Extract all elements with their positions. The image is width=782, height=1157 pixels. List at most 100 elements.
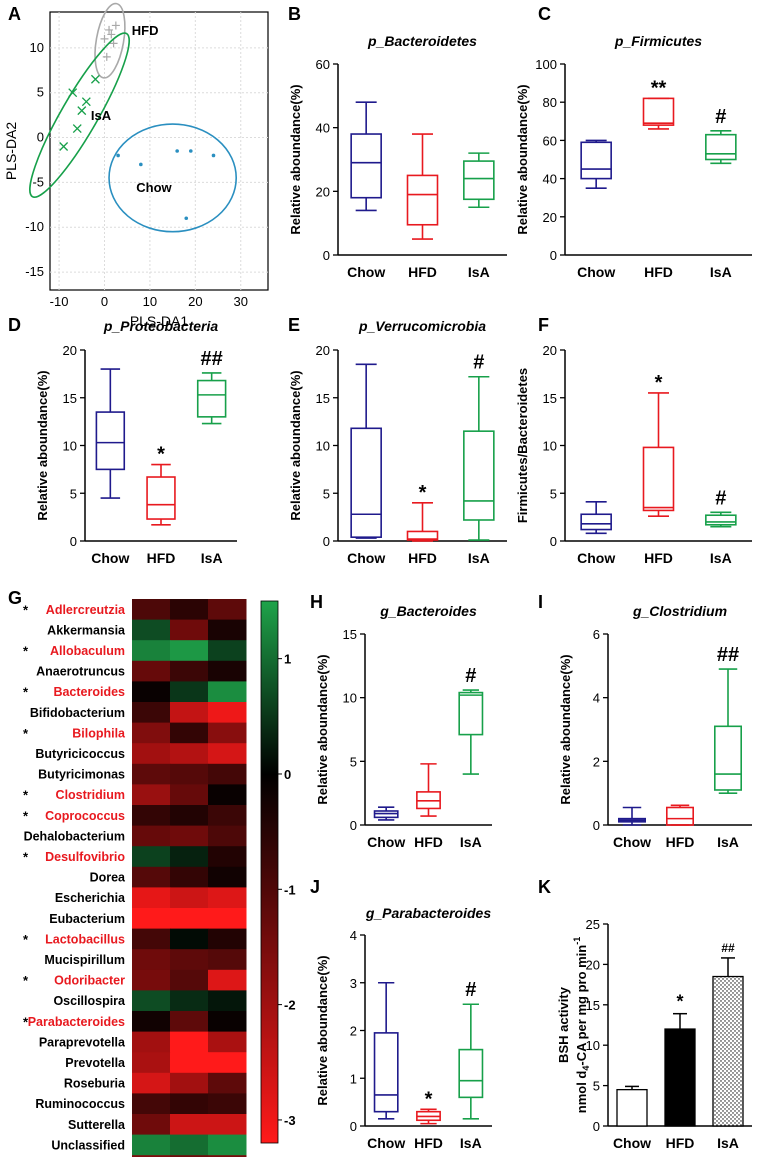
y-tick-label: 20 — [63, 343, 77, 358]
box-isa — [463, 375, 495, 541]
x-category-label: HFD — [644, 264, 673, 280]
panel-letter-e: E — [288, 315, 300, 335]
y-tick-label: 2 — [593, 754, 600, 769]
heatmap-cell — [208, 1114, 247, 1136]
point-hfd — [105, 25, 114, 34]
panel-letter-i: I — [538, 592, 543, 612]
row-label-desulfovibrio: Desulfovibrio — [45, 850, 125, 864]
box-iqr — [705, 133, 737, 161]
row-significance-mark: * — [23, 850, 29, 865]
x-axis-label: PLS-DA1 — [130, 313, 189, 329]
row-label-akkermansia: Akkermansia — [47, 623, 126, 637]
panel-letter-k: K — [538, 877, 551, 897]
heatmap-cell — [132, 743, 171, 765]
heatmap-cell — [208, 866, 247, 888]
y-tick-label: 100 — [535, 57, 557, 72]
significance-mark: ## — [721, 941, 735, 955]
point-chow — [184, 216, 189, 221]
row-label-anaerotruncus: Anaerotruncus — [36, 665, 125, 679]
panel-j-boxplot: Jg_Parabacteroides 0 1 2 3 4 Relative aboundan… — [310, 877, 492, 1151]
y-tick-label: 20 — [316, 184, 330, 199]
y-tick-label: 6 — [593, 627, 600, 642]
heatmap-cell — [132, 763, 171, 785]
heatmap-cell — [132, 599, 171, 621]
box-iqr — [642, 446, 675, 512]
box-isa — [458, 689, 484, 775]
y-tick-label: 60 — [316, 57, 330, 72]
heatmap-cell — [208, 1052, 247, 1074]
y-axis-label: Relative aboundance(%) — [288, 84, 303, 234]
point-chow — [139, 162, 143, 167]
x-category-label: IsA — [710, 264, 732, 280]
heatmap-cell — [132, 1011, 171, 1033]
row-significance-mark: * — [23, 808, 29, 823]
y-tick-label: 5 — [350, 754, 357, 769]
heatmap-cell — [170, 969, 209, 991]
heatmap-cell — [208, 969, 247, 991]
heatmap-cell — [170, 1072, 209, 1094]
y-tick-label: 10 — [586, 1038, 600, 1053]
y-axis-label: Relative aboundance(%) — [558, 654, 573, 804]
colorbar-tick-label: -1 — [284, 882, 296, 897]
heatmap-cell — [170, 640, 209, 662]
panel-title: p_Bacteroidetes — [367, 33, 477, 49]
heatmap-cell — [208, 825, 247, 847]
panel-a-plsda-scatter: A -10 0 10 20 30 10 5 0 -5 -10 -15 PLS-DA1 PLS-DA2 HFD… — [3, 2, 269, 329]
y-tick-label: 5 — [37, 85, 44, 100]
significance-mark: * — [425, 1088, 433, 1110]
heatmap-cell — [132, 805, 171, 827]
heatmap-cell — [208, 887, 247, 909]
heatmap-cell — [170, 866, 209, 888]
y-tick-label: 0 — [350, 818, 357, 833]
box-iqr — [463, 160, 495, 201]
box-iqr — [713, 725, 742, 791]
y-tick-label: 0 — [323, 248, 330, 263]
point-chow — [116, 153, 120, 158]
box-iqr — [458, 691, 484, 736]
heatmap-cell — [132, 784, 171, 806]
heatmap-cell — [208, 599, 247, 621]
y-tick-label: 5 — [550, 486, 557, 501]
row-label-mucispirillum: Mucispirillum — [44, 953, 125, 967]
heatmap-cell — [170, 763, 209, 785]
heatmap-cell — [208, 722, 247, 744]
point-isa — [90, 74, 100, 84]
box-isa — [705, 130, 737, 165]
row-significance-mark: * — [23, 602, 29, 617]
panel-title: p_Verrucomicrobia — [358, 318, 486, 334]
x-tick-label: 20 — [188, 294, 202, 309]
row-label-lactobacillus: Lactobacillus — [45, 932, 125, 946]
y-tick-label: -10 — [25, 219, 44, 234]
heatmap-cell — [170, 1031, 209, 1053]
group-label-chow: Chow — [136, 180, 172, 195]
panel-title: g_Bacteroides — [379, 603, 477, 619]
heatmap-cell — [170, 1093, 209, 1115]
heatmap-cell — [170, 928, 209, 950]
heatmap-cell — [132, 866, 171, 888]
colorbar-tick-label: -2 — [284, 998, 296, 1013]
box-chow — [580, 501, 612, 535]
heatmap-cell — [170, 660, 209, 682]
heatmap-cell — [208, 990, 247, 1012]
panel-letter-c: C — [538, 4, 551, 24]
box-iqr — [580, 513, 612, 531]
y-tick-label: -5 — [32, 174, 44, 189]
x-category-label: HFD — [644, 550, 673, 566]
heatmap-cell — [170, 1134, 209, 1156]
x-category-label: Chow — [613, 834, 651, 850]
heatmap-cell — [132, 928, 171, 950]
point-isa — [72, 124, 82, 134]
point-hfd — [102, 52, 111, 61]
y-tick-label: 5 — [323, 486, 330, 501]
y-axis-label-line1: BSH activity — [556, 986, 571, 1063]
y-axis-label-line2: nmol d4-CA per mg pro min-1 — [572, 937, 591, 1114]
heatmap-cell — [132, 908, 171, 930]
heatmap-cell — [170, 743, 209, 765]
y-label-middle: -CA per mg pro min — [574, 945, 589, 1066]
box-isa — [713, 668, 742, 794]
heatmap-cell — [132, 1093, 171, 1115]
box-chow — [373, 806, 399, 821]
heatmap-cell — [208, 763, 247, 785]
